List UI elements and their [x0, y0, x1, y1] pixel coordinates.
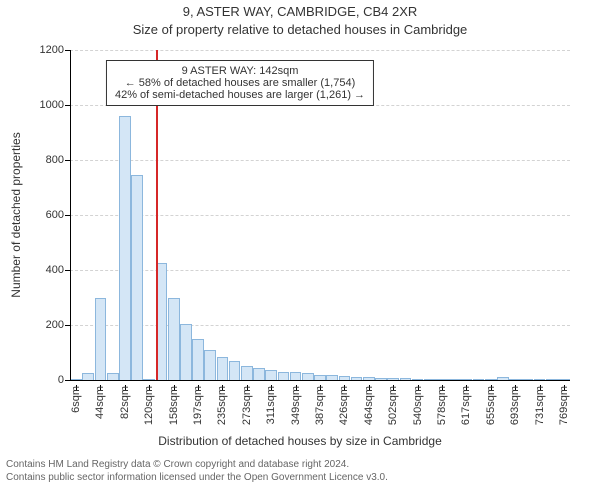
x-tick-label: 82sqm	[119, 386, 131, 419]
bar	[82, 373, 94, 380]
x-tick-label: 349sqm	[290, 386, 302, 425]
caption-line-1: Contains HM Land Registry data © Crown c…	[6, 458, 388, 471]
x-tick-label: 426sqm	[338, 386, 350, 425]
y-tick-label: 1000	[40, 99, 70, 111]
y-axis-label: Number of detached properties	[9, 50, 23, 380]
annotation-line-3: 42% of semi-detached houses are larger (…	[115, 89, 365, 101]
annotation-line-1: 9 ASTER WAY: 142sqm	[115, 65, 365, 77]
x-tick-label: 693sqm	[509, 386, 521, 425]
chart-title: Size of property relative to detached ho…	[0, 22, 600, 37]
bar	[229, 361, 241, 380]
x-tick-label: 311sqm	[265, 386, 277, 424]
x-tick-label: 273sqm	[241, 386, 253, 425]
x-tick-label: 387sqm	[314, 386, 326, 425]
annotation-box: 9 ASTER WAY: 142sqm ← 58% of detached ho…	[106, 60, 374, 106]
y-tick-label: 600	[46, 209, 70, 221]
bar	[241, 366, 253, 380]
x-tick-label: 578sqm	[436, 386, 448, 425]
x-axis-label: Distribution of detached houses by size …	[0, 434, 600, 448]
x-tick-label: 464sqm	[363, 386, 375, 425]
bar	[168, 298, 180, 381]
x-tick-label: 731sqm	[534, 386, 546, 425]
bar	[180, 324, 192, 380]
x-tick-label: 235sqm	[216, 386, 228, 425]
bar	[290, 372, 302, 380]
bar	[95, 298, 107, 381]
chart-supertitle: 9, ASTER WAY, CAMBRIDGE, CB4 2XR	[0, 4, 600, 19]
y-axis-line	[70, 50, 71, 380]
x-tick-label: 158sqm	[168, 386, 180, 425]
caption: Contains HM Land Registry data © Crown c…	[0, 458, 388, 484]
bar	[131, 175, 143, 380]
y-tick-label: 200	[46, 319, 70, 331]
bar	[119, 116, 131, 380]
bar	[192, 339, 204, 380]
x-tick-label: 769sqm	[558, 386, 570, 425]
bar	[278, 372, 290, 380]
plot-area: 9 ASTER WAY: 142sqm ← 58% of detached ho…	[70, 50, 570, 380]
x-tick-label: 44sqm	[94, 386, 106, 419]
x-tick-label: 6sqm	[70, 386, 82, 413]
x-tick-label: 655sqm	[485, 386, 497, 425]
x-tick-label: 120sqm	[143, 386, 155, 425]
histogram-chart: 9, ASTER WAY, CAMBRIDGE, CB4 2XR Size of…	[0, 0, 600, 500]
bar	[265, 370, 277, 380]
y-tick-label: 1200	[40, 44, 70, 56]
x-tick-label: 197sqm	[192, 386, 204, 425]
x-tick-label: 502sqm	[387, 386, 399, 425]
y-tick-label: 0	[58, 374, 70, 386]
bar	[217, 357, 229, 380]
x-axis-line	[70, 380, 570, 381]
bar	[302, 373, 314, 380]
x-tick-label: 540sqm	[412, 386, 424, 425]
caption-line-2: Contains public sector information licen…	[6, 471, 388, 484]
bar	[253, 368, 265, 380]
y-tick-label: 400	[46, 264, 70, 276]
bar	[107, 373, 119, 380]
x-tick-label: 617sqm	[460, 386, 472, 425]
bar	[204, 350, 216, 380]
annotation-line-2: ← 58% of detached houses are smaller (1,…	[115, 77, 365, 89]
y-tick-label: 800	[46, 154, 70, 166]
